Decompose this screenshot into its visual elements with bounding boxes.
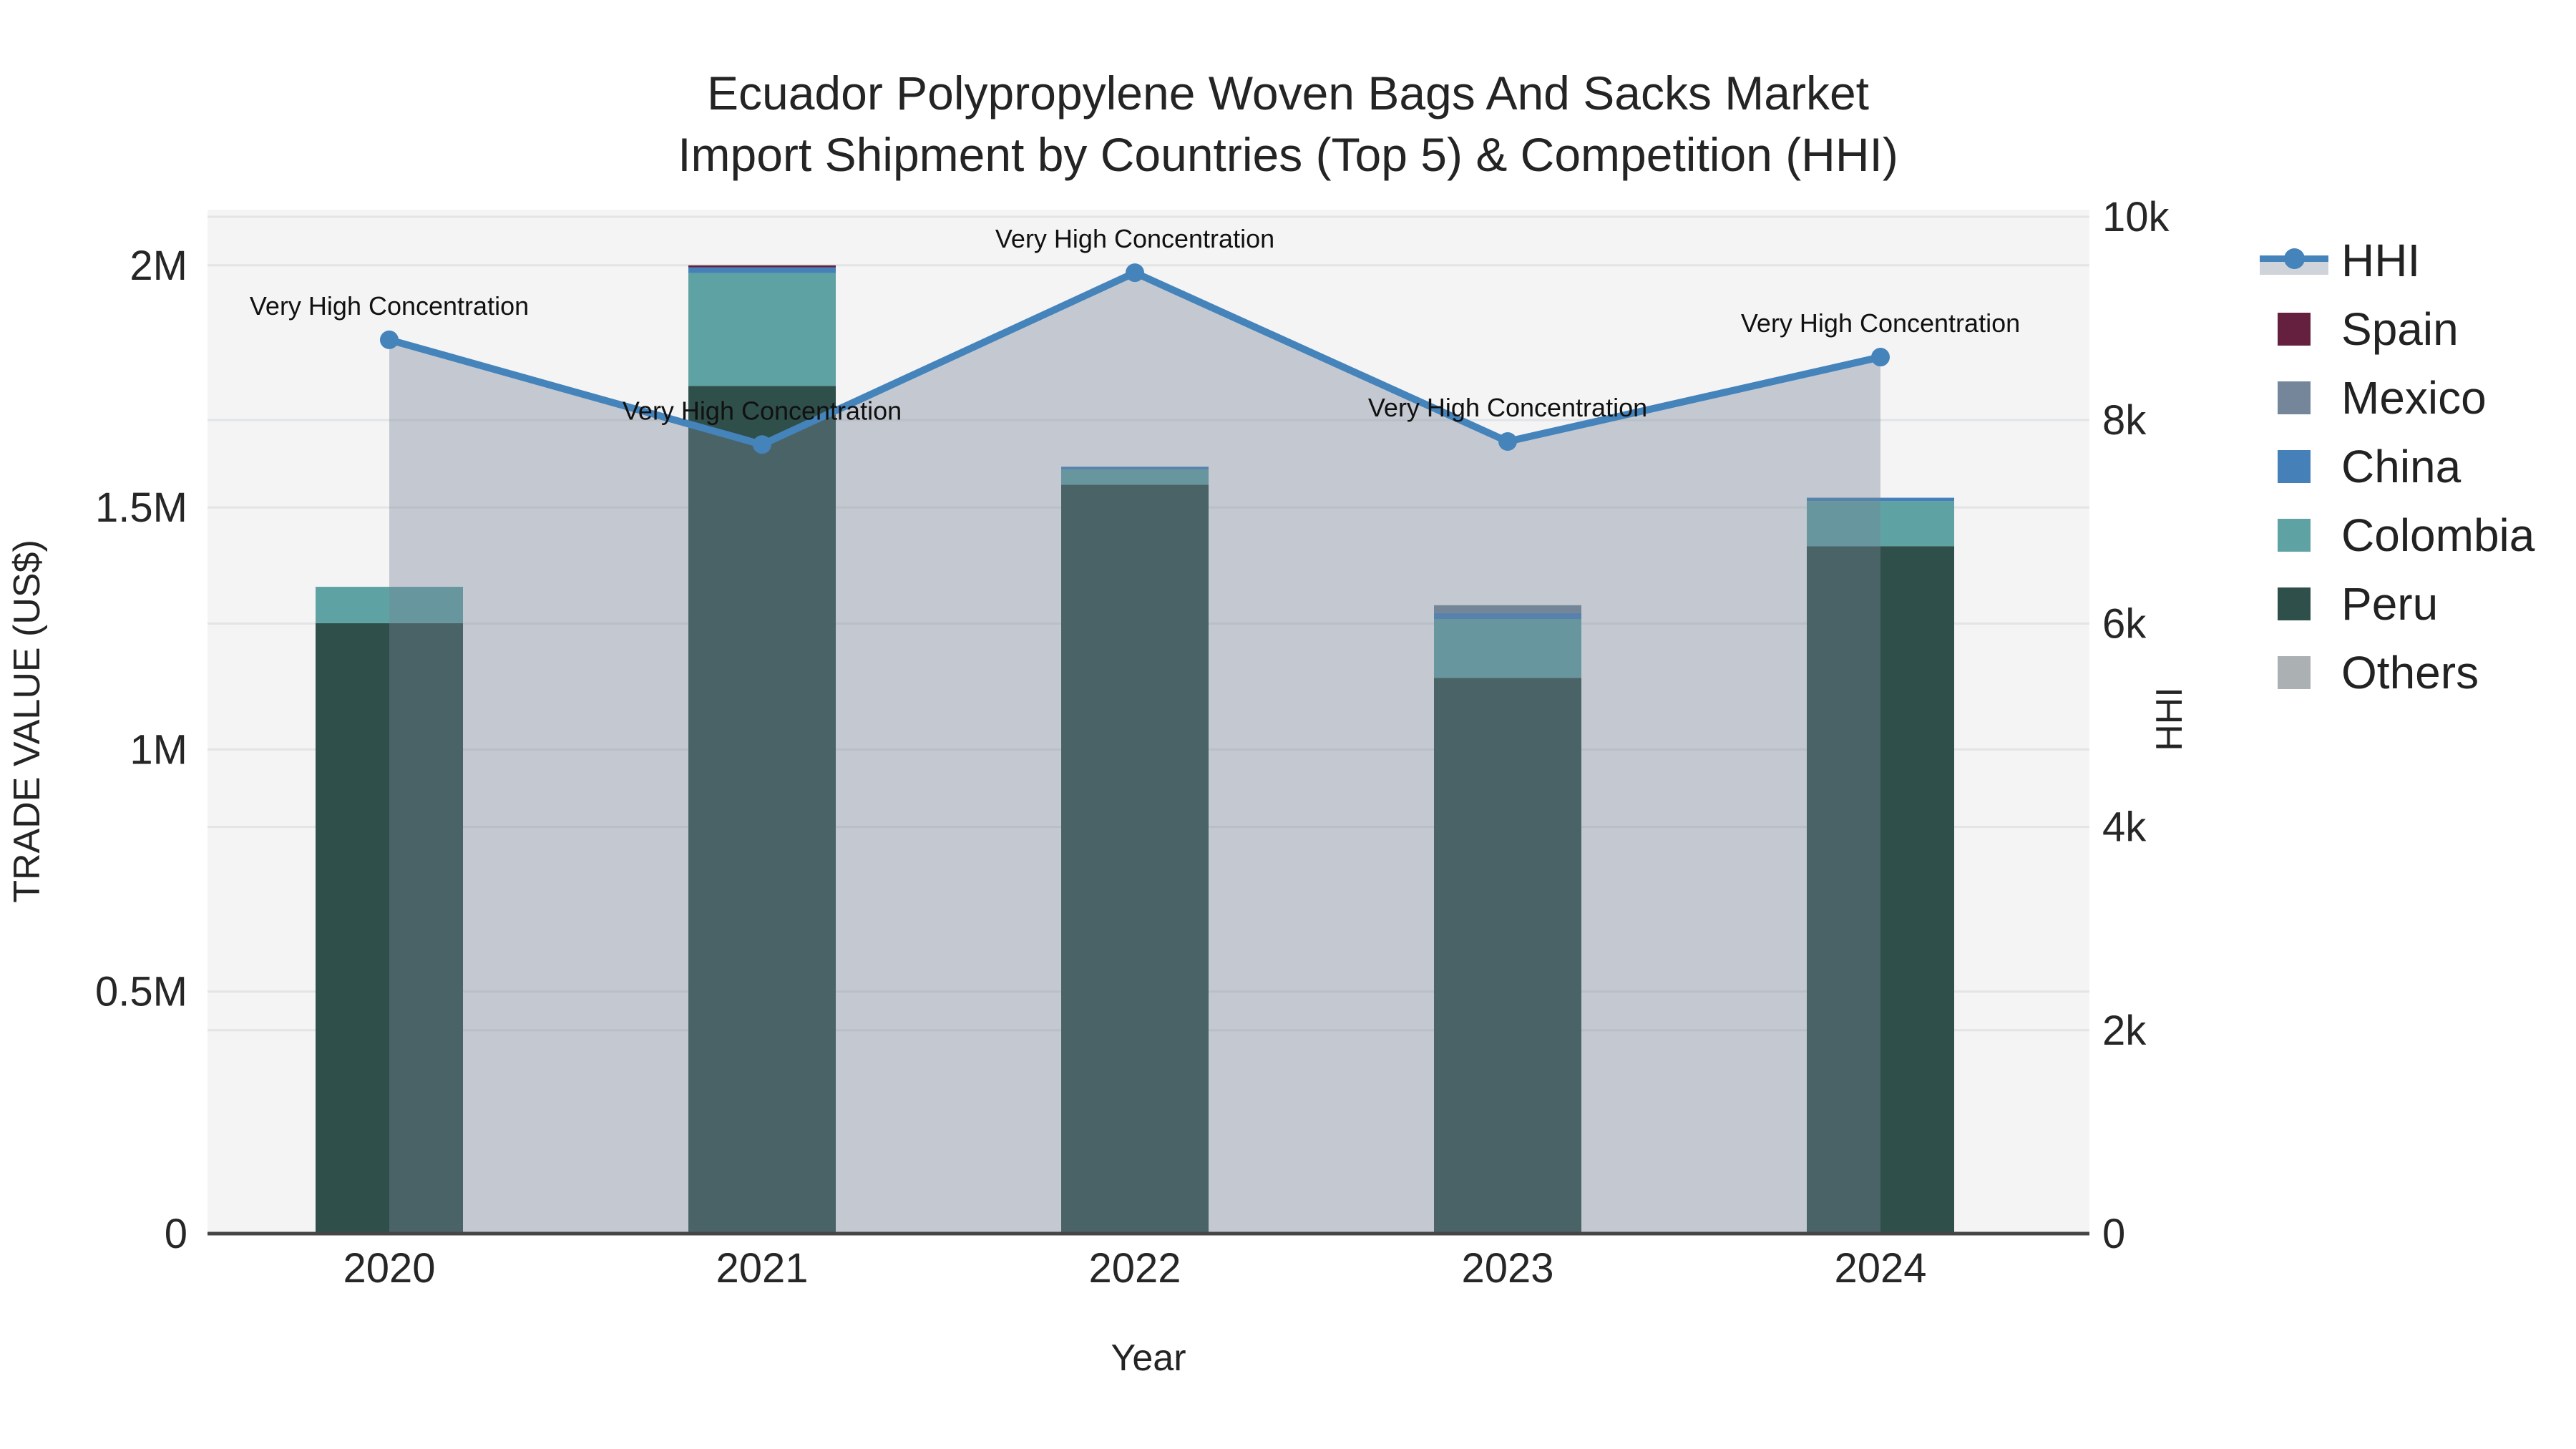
legend-item-others[interactable]: Others <box>2260 638 2534 707</box>
bar-segment-china-2021[interactable] <box>688 267 836 273</box>
y-right-axis-title: HHI <box>2149 687 2190 751</box>
y-left-tick-1M: 1M <box>130 726 187 773</box>
bar-segment-colombia-2024[interactable] <box>1807 501 1954 547</box>
x-tick-2021: 2021 <box>716 1245 808 1292</box>
legend-label: Spain <box>2341 303 2459 355</box>
peru-swatch-icon <box>2260 587 2328 621</box>
bar-segment-peru-2024[interactable] <box>1807 546 1954 1234</box>
bar-segment-peru-2021[interactable] <box>688 386 836 1234</box>
x-tick-2024: 2024 <box>1834 1245 1926 1292</box>
annotation-2022: Very High Concentration <box>995 224 1274 253</box>
legend-item-colombia[interactable]: Colombia <box>2260 501 2534 570</box>
annotation-2020: Very High Concentration <box>250 291 529 321</box>
y-right-tick-6k: 6k <box>2102 600 2147 647</box>
legend-item-china[interactable]: China <box>2260 432 2534 501</box>
legend-item-mexico[interactable]: Mexico <box>2260 364 2534 432</box>
legend: HHI Spain Mexico China Colombia Peru Others <box>2260 226 2534 707</box>
hhi-marker-2024[interactable] <box>1871 348 1890 367</box>
bar-segment-china-2022[interactable] <box>1061 467 1209 470</box>
annotation-2023: Very High Concentration <box>1368 393 1647 422</box>
y-left-tick-0: 0 <box>165 1211 187 1257</box>
x-tick-2023: 2023 <box>1461 1245 1553 1292</box>
chart-title-line2: Import Shipment by Countries (Top 5) & C… <box>678 128 1898 181</box>
y-right-tick-10k: 10k <box>2102 194 2170 240</box>
legend-label: Peru <box>2341 578 2439 630</box>
legend-label: Others <box>2341 647 2479 698</box>
bar-segment-mexico-2023[interactable] <box>1434 605 1581 613</box>
bar-segment-colombia-2022[interactable] <box>1061 469 1209 485</box>
y-right-tick-2k: 2k <box>2102 1008 2147 1054</box>
x-tick-2020: 2020 <box>343 1245 435 1292</box>
bar-segment-peru-2023[interactable] <box>1434 678 1581 1234</box>
legend-item-spain[interactable]: Spain <box>2260 295 2534 364</box>
hhi-line-sample-icon <box>2260 243 2328 278</box>
bar-segment-peru-2020[interactable] <box>316 623 463 1234</box>
bar-segment-peru-2022[interactable] <box>1061 484 1209 1234</box>
legend-label: HHI <box>2341 235 2421 286</box>
legend-label: China <box>2341 441 2462 492</box>
bar-segment-spain-2021[interactable] <box>688 265 836 268</box>
x-tick-2022: 2022 <box>1088 1245 1181 1292</box>
y-right-tick-4k: 4k <box>2102 804 2147 851</box>
hhi-marker-2023[interactable] <box>1498 432 1517 451</box>
hhi-marker-2022[interactable] <box>1126 263 1144 283</box>
legend-label: Mexico <box>2341 372 2487 424</box>
annotation-2021: Very High Concentration <box>623 396 902 425</box>
legend-label: Colombia <box>2341 509 2535 561</box>
bar-segment-colombia-2020[interactable] <box>316 587 463 623</box>
bar-segment-china-2023[interactable] <box>1434 613 1581 620</box>
y-left-axis-title: TRADE VALUE (US$) <box>6 540 48 903</box>
mexico-swatch-icon <box>2260 381 2328 415</box>
others-swatch-icon <box>2260 655 2328 690</box>
y-left-tick-1.5M: 1.5M <box>95 484 187 531</box>
china-swatch-icon <box>2260 449 2328 484</box>
bar-segment-china-2024[interactable] <box>1807 497 1954 502</box>
hhi-marker-2020[interactable] <box>380 330 399 349</box>
legend-item-hhi[interactable]: HHI <box>2260 226 2534 295</box>
bar-segment-colombia-2021[interactable] <box>688 273 836 386</box>
y-right-tick-8k: 8k <box>2102 397 2147 444</box>
y-left-tick-0.5M: 0.5M <box>95 969 187 1015</box>
chart-title-line1: Ecuador Polypropylene Woven Bags And Sac… <box>707 67 1869 119</box>
colombia-swatch-icon <box>2260 518 2328 552</box>
annotation-2024: Very High Concentration <box>1741 308 2020 338</box>
spain-swatch-icon <box>2260 312 2328 346</box>
hhi-area-fill <box>389 273 1880 1233</box>
x-axis-title: Year <box>1111 1337 1186 1379</box>
y-left-tick-2M: 2M <box>130 243 187 289</box>
y-right-tick-0: 0 <box>2102 1211 2125 1257</box>
hhi-marker-2021[interactable] <box>753 435 771 454</box>
bar-segment-colombia-2023[interactable] <box>1434 619 1581 678</box>
legend-item-peru[interactable]: Peru <box>2260 570 2534 638</box>
